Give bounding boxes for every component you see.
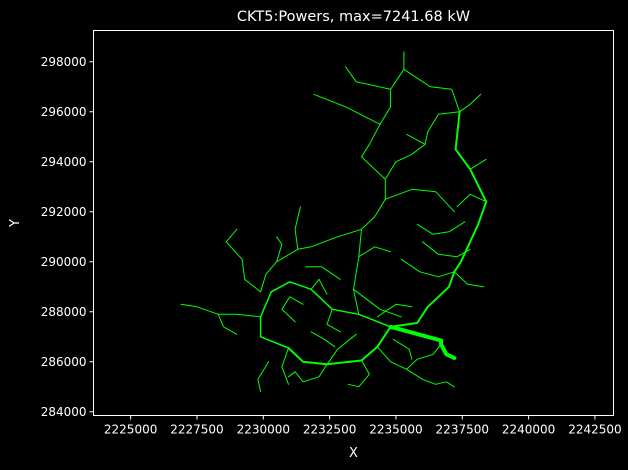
feeder-segment-35 — [353, 288, 402, 318]
x-axis: 2225000 2227500 2230000 2232500 2235000 22375… — [104, 415, 622, 437]
feeder-segment-1 — [287, 325, 392, 366]
x-tick-label-2: 2230000 — [237, 423, 290, 437]
feeder-segment-32 — [281, 296, 304, 323]
feeder-segment-28 — [392, 338, 413, 360]
y-axis: 284000 286000 288000 290000 292000 294000 2960… — [41, 55, 94, 419]
y-axis-label: Y — [8, 219, 23, 228]
x-tick-label-0: 2225000 — [104, 423, 157, 437]
feeder-segment-19 — [313, 93, 381, 125]
feeder-segment-14 — [422, 241, 471, 258]
feeder-segment-10 — [225, 228, 262, 293]
feeder-segment-24 — [288, 363, 328, 383]
chart-title: CKT5:Powers, max=7241.68 kW — [237, 9, 470, 25]
feeder-segment-41 — [453, 271, 484, 288]
feeder-segment-2 — [389, 110, 488, 328]
feeder-segment-20 — [345, 66, 392, 90]
x-tick-label-3: 2232500 — [303, 423, 356, 437]
feeder-segment-21 — [403, 68, 461, 113]
feeder-segment-8 — [294, 206, 301, 250]
feeder-segment-16 — [456, 193, 487, 208]
feeder-segment-23 — [459, 93, 482, 113]
plot-frame — [93, 30, 614, 416]
feeder-segment-34 — [305, 266, 341, 280]
feeder-segment-39 — [257, 361, 270, 393]
feeder-segment-13 — [400, 258, 455, 278]
feeder-segment-27 — [406, 343, 442, 370]
y-tick-label-5: 294000 — [41, 155, 87, 169]
feeder-segment-22 — [427, 111, 461, 133]
x-tick-label-1: 2227500 — [170, 423, 223, 437]
y-tick-label-1: 286000 — [41, 355, 87, 369]
feeder-segment-9 — [276, 236, 283, 263]
feeder-segment-6 — [361, 131, 429, 230]
feeder-segment-33 — [310, 331, 336, 348]
feeder-segment-3 — [270, 281, 392, 328]
feeder-segment-44 — [326, 333, 357, 365]
feeder-segment-36 — [376, 303, 413, 318]
y-tick-label-3: 290000 — [41, 255, 87, 269]
feeder-segment-5 — [353, 228, 362, 315]
feeder-segment-17 — [361, 143, 386, 180]
y-tick-label-0: 284000 — [41, 405, 87, 419]
feeder-segment-31 — [326, 308, 341, 333]
feeder-segment-30 — [310, 278, 328, 295]
y-tick-label-4: 292000 — [41, 205, 87, 219]
x-tick-label-6: 2240000 — [502, 423, 555, 437]
feeder-segment-25 — [347, 360, 370, 388]
feeder-segment-12 — [384, 188, 455, 213]
x-tick-label-4: 2235000 — [369, 423, 422, 437]
x-axis-label: X — [349, 446, 358, 461]
feeder-segment-15 — [416, 221, 466, 235]
feeder-segment-4 — [259, 291, 290, 349]
feeder-segment-29 — [281, 347, 289, 385]
x-tick-label-7: 2242500 — [568, 423, 621, 437]
y-tick-label-6: 296000 — [41, 105, 87, 119]
y-tick-label-2: 288000 — [41, 305, 87, 319]
x-tick-label-5: 2237500 — [436, 423, 489, 437]
feeder-segment-43 — [406, 133, 426, 145]
feeder-segment-37 — [358, 246, 392, 258]
feeder-segment-42 — [469, 158, 487, 170]
feeder-segment-38 — [217, 313, 238, 335]
feeder-segment-18 — [368, 51, 405, 145]
y-tick-label-7: 298000 — [41, 55, 87, 69]
feeder-segment-40 — [435, 381, 455, 388]
series-layer — [180, 51, 488, 393]
